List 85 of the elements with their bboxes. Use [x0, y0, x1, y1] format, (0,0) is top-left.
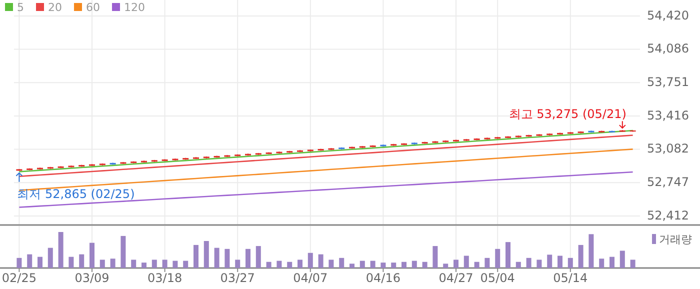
x-tick-label: 03/18 [148, 271, 182, 285]
bar [422, 262, 428, 268]
legend-label: 5 [17, 1, 24, 14]
y-tick-label: 53,416 [647, 108, 689, 122]
bar [298, 260, 302, 268]
bar [380, 262, 386, 268]
bar [16, 258, 22, 268]
bar [370, 260, 376, 268]
x-tick-label: 04/07 [293, 271, 328, 285]
annotation: 최저 52,865 (02/25) [17, 186, 135, 201]
bar [214, 248, 220, 268]
bar [194, 244, 198, 268]
bar [547, 254, 552, 268]
bar [620, 250, 625, 268]
line-series [18, 130, 634, 172]
y-tick-label: 54,086 [647, 42, 689, 56]
bar [454, 260, 458, 268]
bar [287, 262, 292, 268]
bar [246, 248, 250, 268]
bar [588, 234, 594, 268]
bar [484, 258, 490, 268]
x-tick-label: 04/16 [366, 271, 400, 285]
bar [131, 260, 136, 268]
bar [391, 262, 396, 268]
bar [172, 260, 178, 268]
x-tick-label: 02/25 [2, 271, 36, 285]
bar [328, 260, 334, 268]
bar [152, 260, 157, 268]
bar [610, 256, 614, 268]
bar [120, 236, 126, 268]
bar [360, 260, 365, 268]
y-tick-label: 53,082 [647, 142, 689, 156]
x-tick-label: 04/27 [438, 271, 474, 285]
bar [412, 260, 417, 268]
x-tick-label: 05/04 [480, 271, 515, 285]
bar [308, 252, 313, 268]
bar [142, 262, 146, 268]
bar [162, 260, 168, 268]
bar [474, 262, 480, 268]
bar [110, 258, 116, 268]
bar [90, 242, 94, 268]
legend-label: 거래량 [659, 233, 692, 246]
bar [350, 264, 354, 268]
legend-label: 20 [48, 1, 62, 14]
bar [526, 258, 532, 268]
x-tick-label: 03/27 [220, 271, 255, 285]
bar [339, 258, 344, 268]
bar [630, 260, 636, 268]
bar [568, 258, 573, 268]
bar [100, 260, 105, 268]
annotation: 최고 53,275 (05/21) [508, 107, 626, 122]
bar [402, 262, 406, 268]
line-series [18, 171, 634, 208]
y-tick-label: 52,747 [647, 174, 689, 189]
bar [578, 244, 584, 268]
bar [68, 256, 74, 268]
bar [506, 242, 510, 268]
bar [27, 254, 32, 268]
bar [266, 262, 272, 268]
bar [183, 260, 188, 268]
x-tick-label: 03/09 [74, 271, 110, 285]
bar [318, 254, 324, 268]
bar [443, 264, 448, 268]
bar [516, 262, 521, 268]
bar [432, 246, 438, 268]
legend-label: 60 [86, 1, 100, 14]
bar [235, 260, 240, 268]
bar [558, 256, 562, 268]
bar [256, 246, 261, 268]
bar [495, 248, 500, 268]
bar [276, 260, 282, 268]
bar [536, 260, 542, 268]
bar [464, 256, 469, 268]
bar [599, 258, 604, 268]
bar [48, 248, 53, 268]
y-tick-label: 52,412 [647, 208, 689, 222]
bar [224, 248, 230, 268]
bar [204, 241, 209, 268]
bar [79, 254, 84, 268]
bar [38, 256, 42, 268]
x-tick-label: 05/14 [553, 271, 588, 285]
y-tick-label: 53,751 [647, 74, 689, 89]
y-tick-label: 54,420 [647, 8, 689, 22]
legend-label: 120 [124, 1, 145, 14]
bar [58, 232, 64, 268]
